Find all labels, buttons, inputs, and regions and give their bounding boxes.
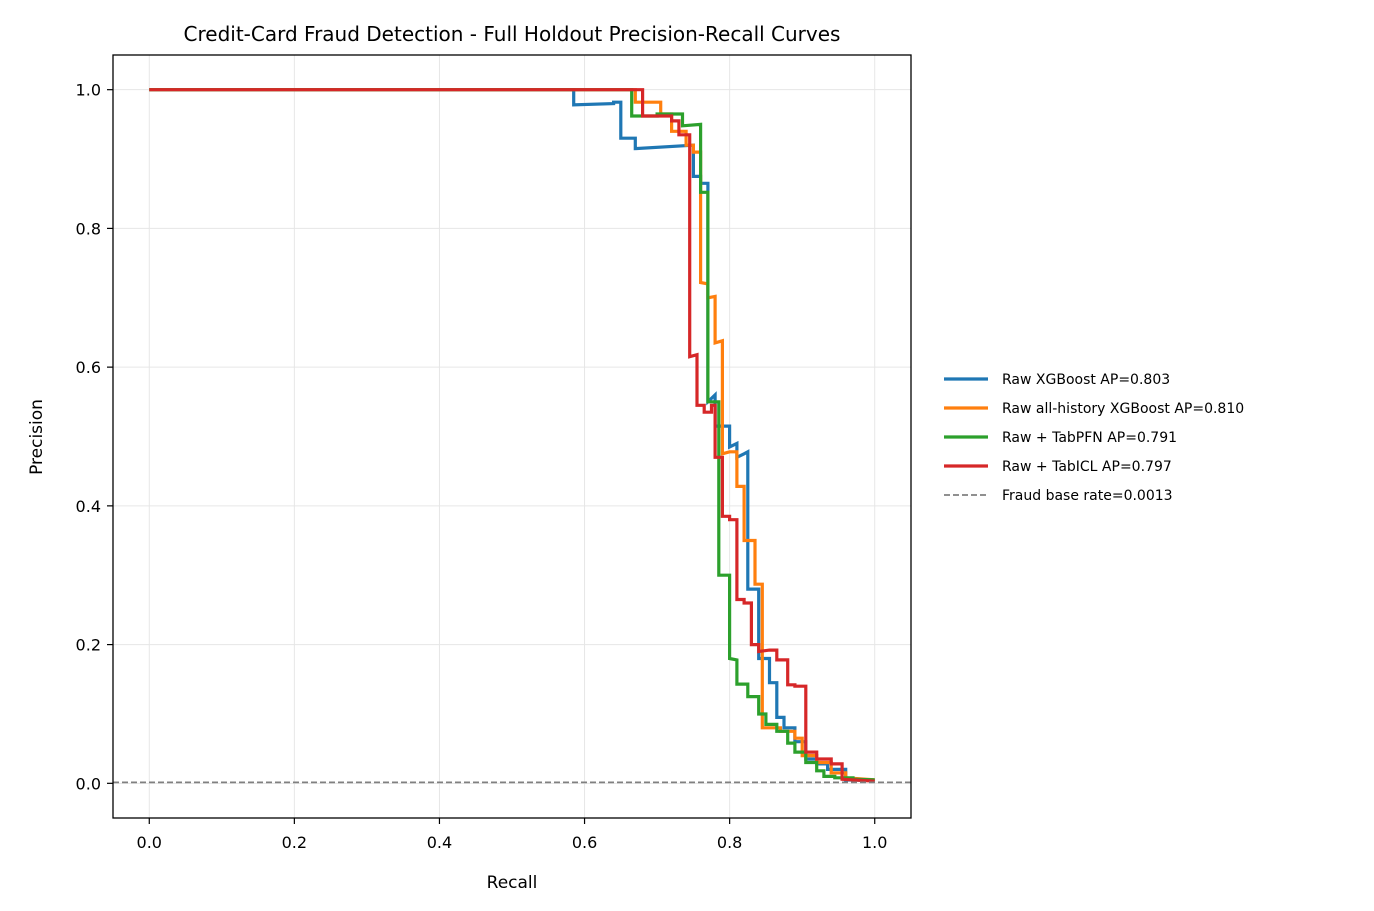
legend-label-3: Raw + TabICL AP=0.797 xyxy=(1002,459,1172,475)
x-tick-label: 0.4 xyxy=(427,833,452,852)
chart-title: Credit-Card Fraud Detection - Full Holdo… xyxy=(184,22,841,46)
y-tick-label: 0.8 xyxy=(76,219,101,238)
x-tick-label: 0.0 xyxy=(137,833,162,852)
plot-frame xyxy=(112,54,912,819)
x-tick-label: 0.2 xyxy=(282,833,307,852)
x-tick-label: 0.6 xyxy=(572,833,597,852)
series-line-3 xyxy=(149,88,875,783)
y-tick-label: 0.4 xyxy=(76,497,101,516)
y-axis-ticks: 0.0 0.2 0.4 0.6 0.8 1.0 xyxy=(76,81,113,793)
y-tick-label: 0.2 xyxy=(76,636,101,655)
series-line-2 xyxy=(149,88,875,782)
x-axis-ticks: 0.0 0.2 0.4 0.6 0.8 1.0 xyxy=(137,818,887,852)
y-tick-label: 0.6 xyxy=(76,358,101,377)
y-axis-label: Precision xyxy=(27,399,47,475)
series-line-0 xyxy=(149,88,875,783)
series-line-1 xyxy=(149,88,875,782)
legend: Raw XGBoost AP=0.803 Raw all-history XGBo… xyxy=(944,372,1244,504)
legend-label-2: Raw + TabPFN AP=0.791 xyxy=(1002,430,1177,446)
legend-label-0: Raw XGBoost AP=0.803 xyxy=(1002,372,1170,388)
series-lines xyxy=(113,88,911,784)
y-tick-label: 0.0 xyxy=(76,774,101,793)
grid-lines xyxy=(113,55,911,818)
y-tick-label: 1.0 xyxy=(76,81,101,100)
x-tick-label: 0.8 xyxy=(717,833,742,852)
legend-label-1: Raw all-history XGBoost AP=0.810 xyxy=(1002,401,1244,417)
x-axis-label: Recall xyxy=(487,873,538,893)
x-tick-label: 1.0 xyxy=(862,833,887,852)
legend-label-4: Fraud base rate=0.0013 xyxy=(1002,488,1173,504)
